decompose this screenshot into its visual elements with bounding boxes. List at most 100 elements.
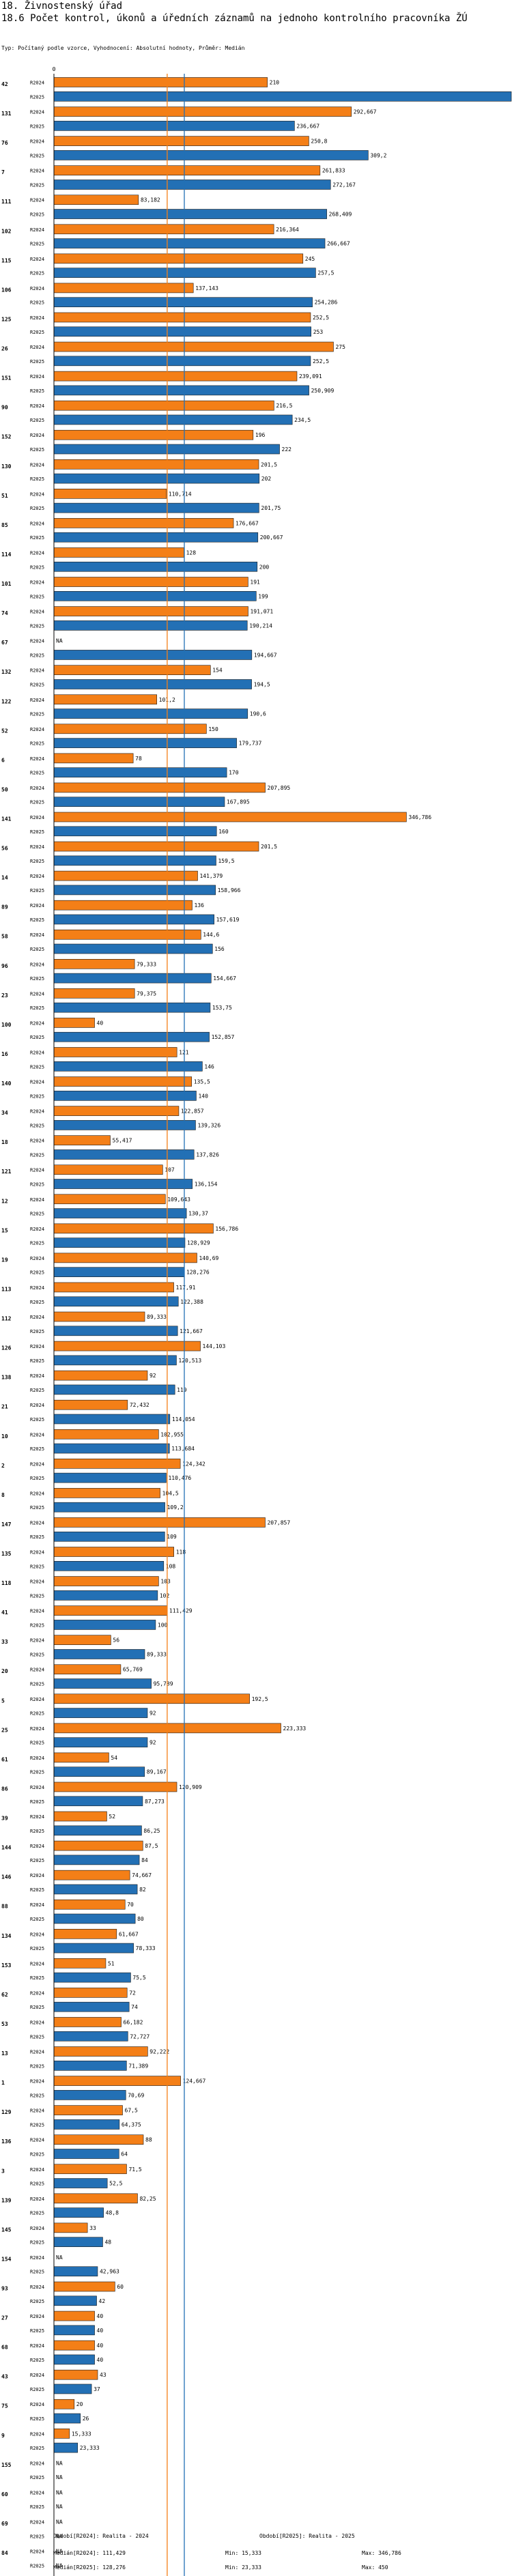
series-label: R2025 (30, 300, 44, 306)
bar (53, 1091, 197, 1101)
bar (53, 1547, 174, 1557)
bar (53, 1047, 177, 1057)
chart-title: 18.6 Počet kontrol, úkonů a úředních záz… (1, 13, 468, 24)
category-label: 34 (1, 1110, 8, 1116)
bar (53, 2105, 123, 2115)
category-label: 130 (1, 463, 12, 470)
bar (53, 1811, 107, 1822)
series-label: R2024 (30, 1373, 44, 1379)
bar (53, 973, 212, 984)
category-label: 118 (1, 1580, 12, 1586)
bar (53, 2442, 79, 2453)
data-label: 33 (89, 2225, 96, 2231)
data-label: 144,6 (203, 932, 219, 938)
category-label: 9 (1, 2433, 5, 2439)
bar (53, 2119, 120, 2130)
series-label: R2024 (30, 2490, 44, 2495)
bar (53, 2429, 70, 2439)
data-label: 110,476 (168, 1475, 191, 1481)
series-label: R2025 (30, 1152, 44, 1158)
bar (53, 2413, 81, 2424)
series-label: R2024 (30, 1550, 44, 1556)
data-label: 253 (313, 329, 324, 335)
series-label: R2025 (30, 1534, 44, 1540)
category-label: 85 (1, 522, 8, 528)
category-label: 41 (1, 1609, 8, 1616)
bar (53, 1752, 109, 1763)
data-label: NA (56, 2549, 63, 2555)
series-label: R2025 (30, 94, 44, 100)
category-label: 53 (1, 2021, 8, 2027)
bar (53, 620, 248, 631)
bar (53, 694, 157, 705)
category-label: 89 (1, 904, 8, 911)
data-label: 194,667 (254, 652, 277, 658)
data-label: 159,5 (218, 858, 234, 864)
data-label: 124,342 (182, 1461, 205, 1467)
data-label: 87,5 (145, 1843, 158, 1849)
series-label: R2025 (30, 1975, 44, 1981)
series-label: R2024 (30, 2519, 44, 2525)
data-label: 70 (127, 1902, 134, 1908)
data-label: 88 (145, 2137, 152, 2143)
series-label: R2025 (30, 212, 44, 218)
data-label: 275 (335, 344, 345, 350)
data-label: 67,5 (125, 2108, 138, 2114)
category-label: 93 (1, 2286, 8, 2292)
bar (53, 2076, 181, 2086)
data-label: 216,5 (276, 403, 292, 409)
series-label: R2024 (30, 198, 44, 203)
bar (53, 2340, 95, 2351)
data-label: 141,379 (199, 873, 223, 879)
series-label: R2025 (30, 153, 44, 158)
category-label: 151 (1, 375, 12, 382)
series-label: R2025 (30, 2299, 44, 2304)
series-label: R2024 (30, 1520, 44, 1526)
bar (53, 2325, 95, 2336)
category-label: 15 (1, 1227, 8, 1233)
data-label: 87,273 (145, 1799, 165, 1805)
category-label: 113 (1, 1286, 12, 1292)
category-label: 101 (1, 581, 12, 587)
bar (53, 1620, 156, 1630)
data-label: 140,69 (199, 1255, 218, 1261)
category-label: 1 (1, 2080, 5, 2086)
bar (53, 679, 252, 689)
series-label: R2024 (30, 1785, 44, 1790)
category-label: 16 (1, 1051, 8, 1057)
series-label: R2025 (30, 1270, 44, 1276)
bar (53, 1502, 165, 1513)
data-label: 222 (282, 446, 292, 453)
series-label: R2024 (30, 1844, 44, 1849)
data-label: 26 (83, 2416, 89, 2422)
bar (53, 238, 326, 248)
bar (53, 1326, 178, 1336)
bar (53, 2310, 95, 2321)
data-label: 272,167 (332, 182, 356, 188)
data-label: 122,857 (181, 1108, 204, 1115)
bar (53, 253, 304, 264)
data-label: 72,432 (130, 1402, 150, 1408)
data-label: 109 (167, 1534, 177, 1540)
series-label: R2025 (30, 2534, 44, 2539)
category-label: 139 (1, 2197, 12, 2203)
data-label: NA (56, 2562, 63, 2568)
series-label: R2025 (30, 800, 44, 805)
bar (53, 371, 298, 382)
series-label: R2025 (30, 1829, 44, 1834)
bar (53, 1282, 174, 1293)
bar (53, 1737, 148, 1747)
data-label: 89,333 (147, 1651, 167, 1657)
legend-max-2024: Max: 346,786 (362, 2550, 401, 2556)
data-label: 158,966 (218, 887, 241, 893)
category-label: 138 (1, 1375, 12, 1381)
bar (53, 326, 311, 337)
data-label: 42,963 (100, 2269, 119, 2275)
data-label: 70,69 (128, 2092, 144, 2098)
data-label: 56 (113, 1637, 119, 1644)
category-label: 13 (1, 2050, 8, 2057)
series-label: R2024 (30, 2138, 44, 2143)
series-label: R2025 (30, 1593, 44, 1599)
bar (53, 1766, 145, 1777)
bar (53, 1899, 126, 1910)
